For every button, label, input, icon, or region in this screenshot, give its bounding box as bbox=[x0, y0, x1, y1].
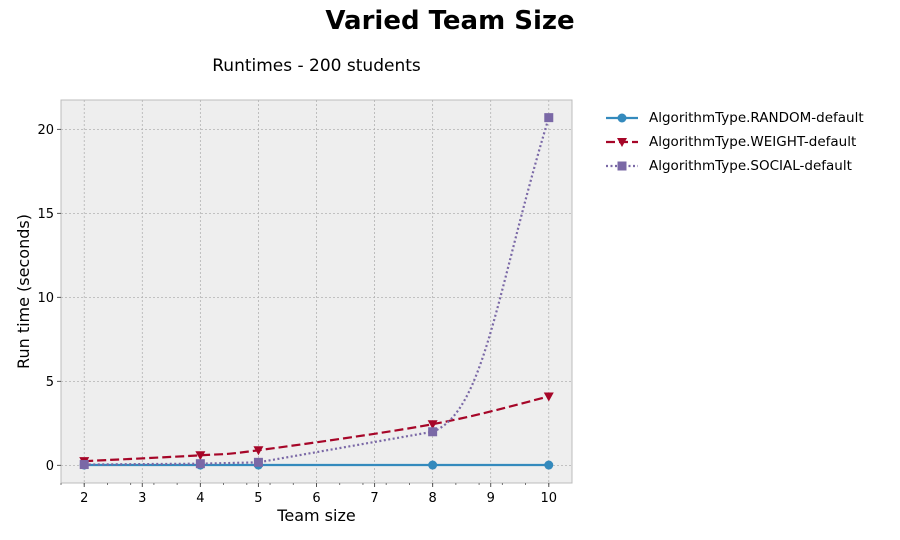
y-tick-label: 20 bbox=[37, 123, 54, 138]
legend-swatch bbox=[606, 113, 638, 123]
figure-title: Varied Team Size bbox=[325, 6, 575, 36]
series-group bbox=[79, 113, 554, 470]
x-tick-label: 5 bbox=[254, 491, 262, 506]
series-layer bbox=[79, 113, 554, 470]
legend: AlgorithmType.RANDOM-default AlgorithmTy… bbox=[604, 106, 864, 178]
y-axis-label: Run time (seconds) bbox=[14, 214, 33, 369]
y-tick-label: 10 bbox=[37, 291, 54, 306]
legend-item: AlgorithmType.WEIGHT-default bbox=[604, 130, 864, 154]
data-point bbox=[253, 446, 264, 456]
y-tick-label: 0 bbox=[46, 459, 54, 474]
data-point bbox=[543, 392, 554, 402]
data-point bbox=[544, 460, 554, 470]
x-tick-label: 3 bbox=[138, 491, 146, 506]
data-point bbox=[617, 138, 627, 147]
y-tick-label: 15 bbox=[37, 207, 54, 222]
legend-label: AlgorithmType.RANDOM-default bbox=[649, 110, 864, 126]
x-tick-label: 7 bbox=[370, 491, 378, 506]
x-tick-label: 10 bbox=[540, 491, 557, 506]
x-tick-label: 4 bbox=[196, 491, 204, 506]
y-tick-label: 5 bbox=[46, 375, 54, 390]
x-tick-label: 6 bbox=[312, 491, 320, 506]
x-tick-label: 2 bbox=[80, 491, 88, 506]
data-point bbox=[195, 459, 205, 469]
series-line bbox=[84, 395, 550, 463]
data-point bbox=[195, 451, 206, 461]
legend-swatch bbox=[606, 161, 638, 171]
data-point bbox=[617, 161, 627, 171]
data-point bbox=[427, 420, 438, 430]
axis-ticks: 2 3 4 5 6 7 8 9 10 0 5 10 15 20 bbox=[37, 123, 557, 506]
x-tick-label: 9 bbox=[487, 491, 495, 506]
x-axis-label: Team size bbox=[276, 506, 355, 525]
data-point bbox=[253, 457, 263, 467]
data-point bbox=[428, 460, 438, 470]
legend-item: AlgorithmType.SOCIAL-default bbox=[604, 154, 864, 178]
legend-item: AlgorithmType.RANDOM-default bbox=[604, 106, 864, 130]
data-point bbox=[428, 427, 438, 437]
plot-background bbox=[60, 99, 573, 484]
legend-label: AlgorithmType.SOCIAL-default bbox=[649, 158, 852, 174]
data-point bbox=[544, 113, 554, 123]
x-tick-label: 8 bbox=[428, 491, 436, 506]
data-point bbox=[79, 460, 89, 470]
chart-title: Runtimes - 200 students bbox=[212, 56, 421, 76]
legend-label: AlgorithmType.WEIGHT-default bbox=[649, 134, 857, 150]
data-point bbox=[617, 113, 627, 123]
legend-swatch bbox=[606, 138, 638, 147]
